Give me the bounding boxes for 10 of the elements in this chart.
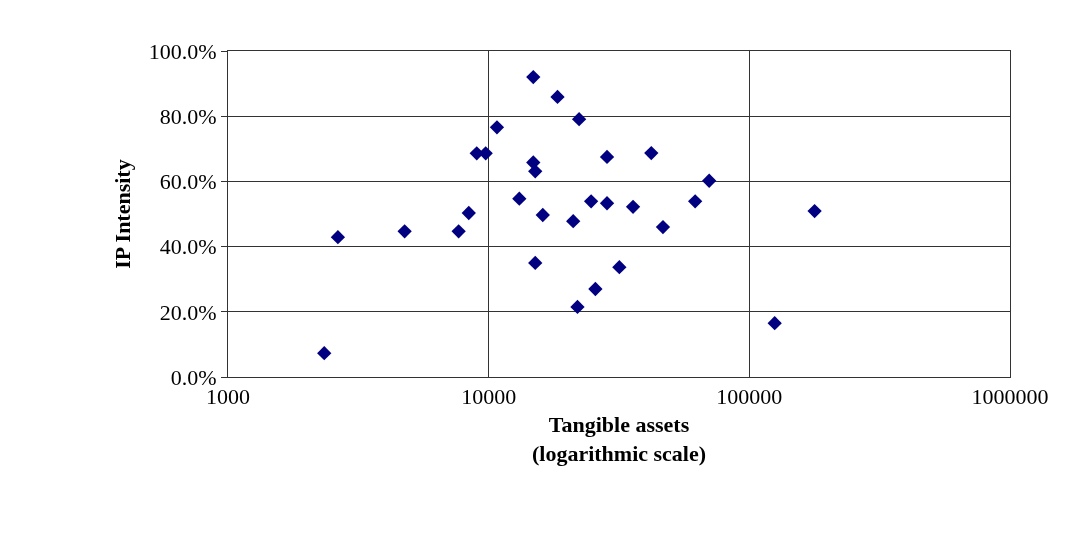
y-axis-title: IP Intensity	[109, 159, 135, 269]
x-tick-label: 10000	[461, 384, 517, 410]
x-tick-label: 100000	[716, 384, 783, 410]
y-tick-label: 60.0%	[159, 169, 217, 195]
x-axis-title: Tangible assets (logarithmic scale)	[531, 412, 707, 466]
y-tick-label: 100.0%	[148, 38, 217, 64]
y-tick-label: 80.0%	[159, 103, 217, 129]
y-tick-label: 40.0%	[159, 234, 217, 260]
x-tick-label: 1000000	[971, 384, 1049, 410]
y-tick-label: 20.0%	[159, 299, 217, 325]
